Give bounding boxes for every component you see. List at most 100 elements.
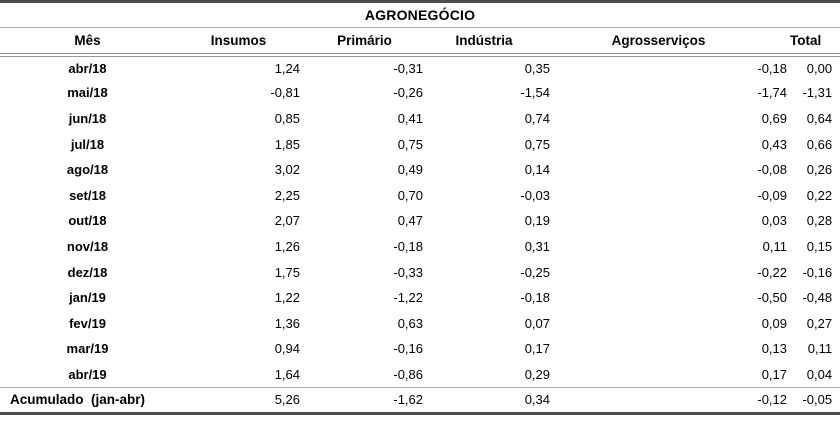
month-cell: abr/18 [68,60,107,76]
insumos-value-cell: 1,24 [274,60,300,76]
month-cell: dez/18 [67,264,108,280]
agrosservicos-value-cell: 0,69 [761,110,787,126]
column-header-mes: Mês [0,27,175,57]
month-cell: mar/19 [66,341,109,357]
primario-value-cell: -0,31 [393,60,423,76]
table-row: abr/18 1,24 -0,31 0,35 -0,18 0,00 [0,55,840,81]
primario-value-cell: 0,70 [397,187,423,203]
table-row: jun/18 0,85 0,41 0,74 0,69 0,64 [0,106,840,132]
agrosservicos-value-cell: 0,11 [762,238,787,254]
table-row: mai/18 -0,81 -0,26 -1,54 -1,74 -1,31 [0,80,840,106]
table-row: nov/18 1,26 -0,18 0,31 0,11 0,15 [0,234,840,260]
insumos-value-cell: 3,02 [274,162,300,178]
title-row: AGRONEGÓCIO [0,0,840,28]
industria-value-cell: -0,18 [520,290,550,306]
accumulated-total-value: -0,05 [790,386,840,415]
agrosservicos-value-cell: -0,50 [757,290,787,306]
agrosservicos-value-cell: -0,18 [757,60,787,76]
month-cell: fev/19 [69,315,106,331]
table-row: fev/19 1,36 0,63 0,07 0,09 0,27 [0,310,840,336]
column-header-row: Mês Insumos Primário Indústria Agrosserv… [0,27,840,57]
primario-value-cell: 0,49 [397,162,423,178]
insumos-value-cell: 0,85 [274,110,300,126]
accumulated-industria-value: 0,34 [427,386,553,415]
month-cell: mai/18 [67,85,108,101]
primario-value-cell: 0,63 [397,315,423,331]
insumos-value-cell: -0,81 [270,85,300,101]
agrosservicos-value-cell: -0,09 [757,187,787,203]
total-value-cell: 0,66 [806,136,833,152]
table-row: jul/18 1,85 0,75 0,75 0,43 0,66 [0,131,840,157]
total-value-cell: -1,31 [802,85,833,101]
month-cell: jan/19 [69,290,106,306]
total-value-cell: 0,04 [806,366,833,382]
industria-value-cell: 0,74 [524,110,550,126]
industria-value-cell: 0,35 [524,60,550,76]
industria-value-cell: -0,03 [520,187,550,203]
column-header-insumos: Insumos [175,27,302,57]
industria-value-cell: 0,14 [524,162,550,178]
total-value-cell: 0,27 [806,315,833,331]
accumulated-insumos-value: 5,26 [175,386,302,415]
insumos-value-cell: 2,25 [274,187,300,203]
table-row: ago/18 3,02 0,49 0,14 -0,08 0,26 [0,157,840,183]
insumos-value-cell: 1,26 [274,238,300,254]
agrosservicos-value-cell: 0,17 [761,366,787,382]
table-row: dez/18 1,75 -0,33 -0,25 -0,22 -0,16 [0,259,840,285]
accumulated-row: Acumulado (jan-abr) 5,26 -1,62 0,34 -0,1… [0,386,840,415]
total-value-cell: 0,64 [806,110,833,126]
month-cell: jul/18 [70,136,105,152]
table-row: mar/19 0,94 -0,16 0,17 0,13 0,11 [0,336,840,362]
primario-value-cell: -0,33 [393,264,423,280]
table-row: set/18 2,25 0,70 -0,03 -0,09 0,22 [0,182,840,208]
month-cell: ago/18 [66,162,109,178]
agrosservicos-value-cell: 0,09 [761,315,787,331]
accumulated-primario-value: -1,62 [302,386,427,415]
industria-value-cell: 0,29 [524,366,550,382]
agrosservicos-value-cell: -0,22 [757,264,787,280]
insumos-value-cell: 2,07 [274,213,300,229]
column-header-primario: Primário [302,27,427,57]
industria-value-cell: -1,54 [520,85,550,101]
industria-value-cell: 0,19 [524,213,550,229]
primario-value-cell: -1,22 [393,290,423,306]
total-value-cell: -0,16 [802,264,833,280]
industria-value-cell: -0,25 [520,264,550,280]
table-row: out/18 2,07 0,47 0,19 0,03 0,28 [0,208,840,234]
total-value-cell: 0,26 [806,162,833,178]
table-row: abr/19 1,64 -0,86 0,29 0,17 0,04 [0,362,840,388]
insumos-value-cell: 1,85 [274,136,300,152]
table-row: jan/19 1,22 -1,22 -0,18 -0,50 -0,48 [0,285,840,311]
primario-value-cell: -0,26 [393,85,423,101]
month-cell: jun/18 [68,110,107,126]
total-value-cell: 0,15 [806,238,833,254]
total-value-cell: 0,11 [807,341,833,357]
primario-value-cell: 0,41 [397,110,423,126]
industria-value-cell: 0,75 [524,136,550,152]
primario-value-cell: -0,86 [393,366,423,382]
primario-value-cell: -0,18 [393,238,423,254]
column-header-industria: Indústria [427,27,553,57]
industria-value-cell: 0,07 [524,315,550,331]
total-value-cell: 0,00 [806,60,833,76]
agrosservicos-value-cell: -1,74 [757,85,787,101]
agrosservicos-value-cell: 0,13 [761,341,787,357]
month-cell: out/18 [68,213,107,229]
primario-value-cell: 0,47 [397,213,423,229]
insumos-value-cell: 1,22 [274,290,300,306]
agrosservicos-value-cell: 0,43 [761,136,787,152]
month-cell: abr/19 [68,366,107,382]
table-title: AGRONEGÓCIO [0,0,840,28]
agrosservicos-value-cell: -0,08 [757,162,787,178]
primario-value-cell: 0,75 [397,136,423,152]
total-value-cell: 0,28 [806,213,833,229]
month-cell: set/18 [69,187,106,203]
month-cell: nov/18 [66,238,109,254]
industria-value-cell: 0,31 [524,238,550,254]
accumulated-agrosservicos-value: -0,12 [553,386,790,415]
accumulated-label: Acumulado (jan-abr) [0,386,175,415]
primario-value-cell: -0,16 [393,341,423,357]
total-value-cell: -0,48 [802,290,833,306]
